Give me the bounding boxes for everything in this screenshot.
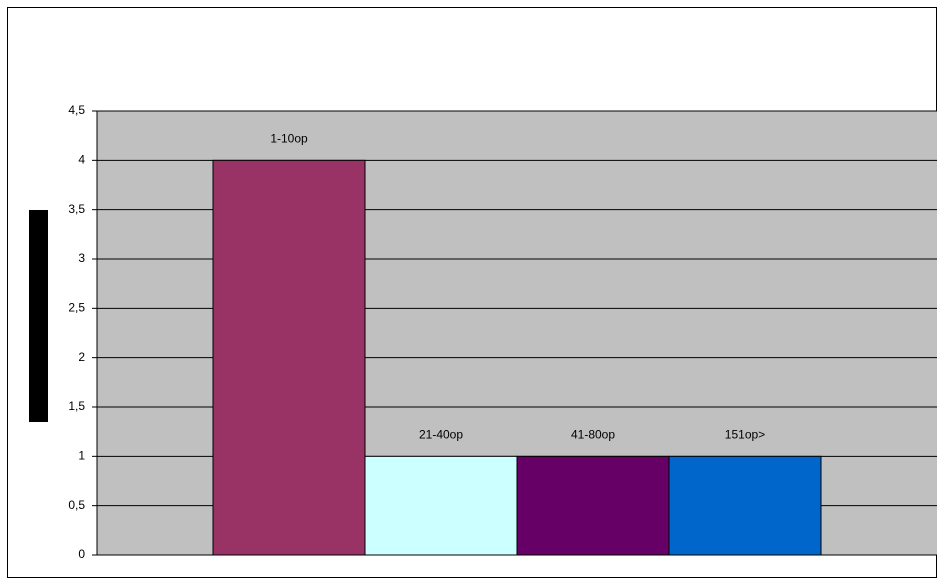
bar	[668, 455, 822, 556]
bar	[364, 455, 518, 556]
y-tick-label: 2	[78, 350, 85, 364]
y-tick-label: 4	[78, 153, 85, 167]
bar-series-label: 21-40op	[419, 428, 463, 442]
bar-series-label: 151op>	[725, 428, 765, 442]
redacted-axis-title	[29, 210, 48, 422]
y-tick-label: 0	[78, 547, 85, 561]
y-tick-label: 2,5	[68, 301, 85, 315]
y-tick-label: 0,5	[68, 498, 85, 512]
y-tick-label: 3	[78, 251, 85, 265]
bar-series-label: 1-10op	[270, 132, 308, 146]
y-tick-label: 1	[78, 449, 85, 463]
y-tick-label: 3,5	[68, 202, 85, 216]
bar-series-label: 41-80op	[571, 428, 615, 442]
y-tick-label: 4,5	[68, 103, 85, 117]
y-tick-label: 1,5	[68, 399, 85, 413]
bar	[212, 159, 366, 556]
bar	[516, 455, 670, 556]
